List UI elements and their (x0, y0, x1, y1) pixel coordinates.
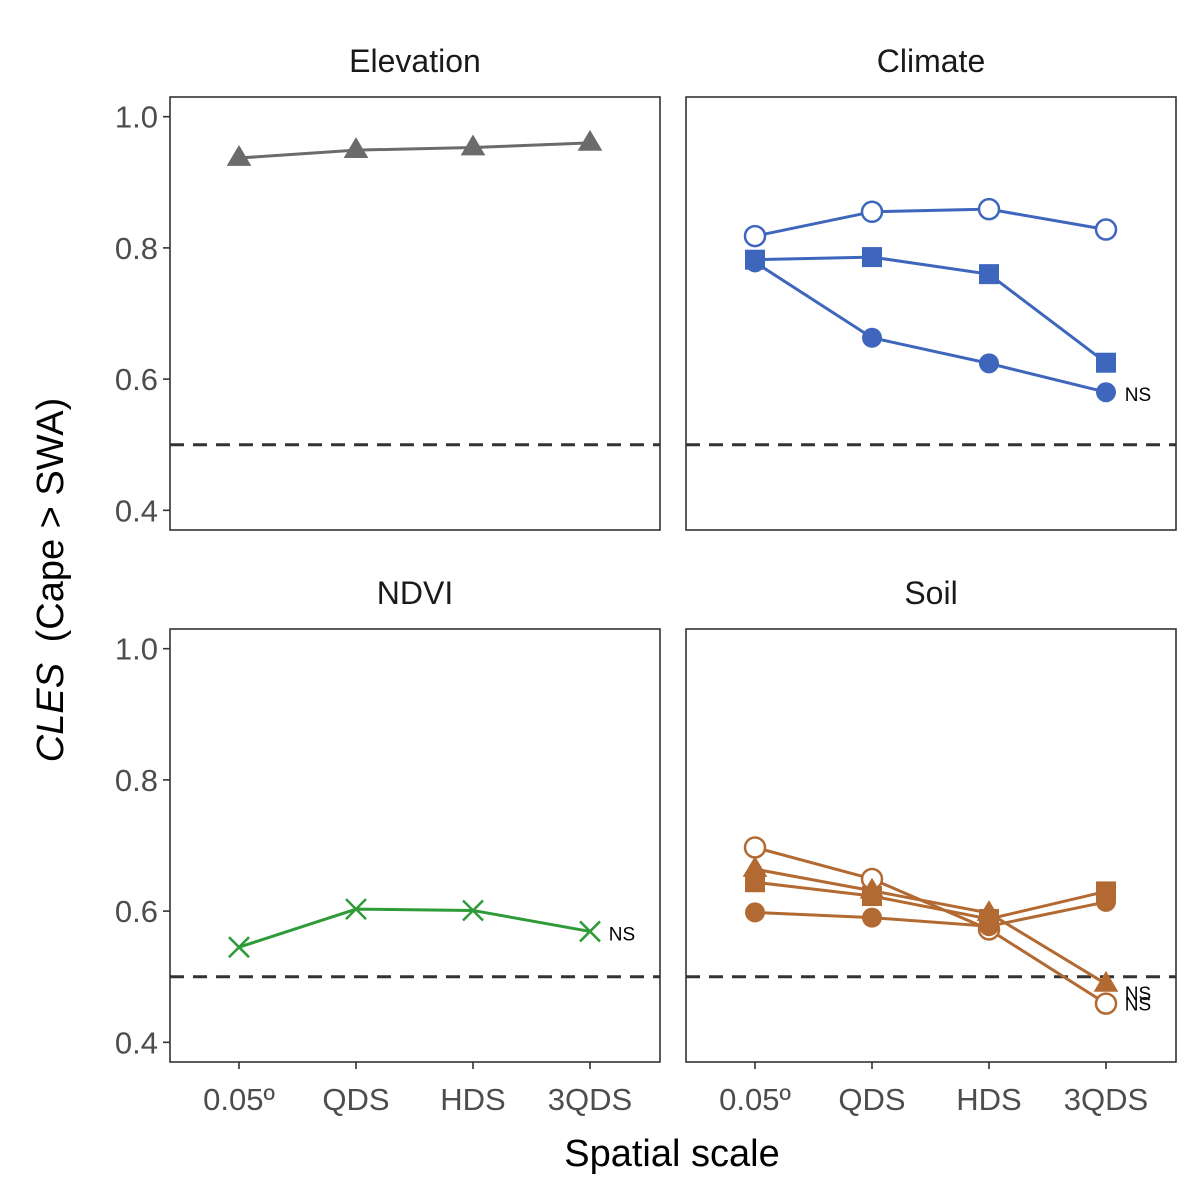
series-line-open-circle (754, 846, 1107, 1005)
triangle-marker (226, 145, 252, 166)
triangle-marker (343, 137, 369, 158)
y-tick-label: 1.0 (115, 632, 158, 667)
x-tick-label: 0.05º (203, 1082, 275, 1117)
circle-marker (745, 252, 765, 273)
y-tick-label: 0.6 (115, 362, 158, 397)
panel-border (169, 628, 661, 1063)
facet-title: Climate (877, 43, 985, 79)
y-tick-label: 0.4 (115, 493, 158, 528)
ns-annotation: NS (1125, 385, 1151, 406)
facet-panel-climate: Climate NS (685, 43, 1177, 531)
series-line-square (754, 255, 1107, 364)
circle-marker (745, 902, 765, 923)
square-marker (745, 872, 765, 893)
series-line-circle (754, 261, 1107, 394)
circle-marker (979, 353, 999, 374)
facet-panels: Elevation 0.4 0.6 0.8 1.0 Climate NS NDVI NS 0.4 0… (115, 43, 1177, 1117)
facet-panel-elevation: Elevation 0.4 0.6 0.8 1.0 (115, 43, 661, 531)
open-circle-marker (977, 197, 1001, 221)
x-tick-label: QDS (322, 1082, 389, 1117)
x-axis-title: Spatial scale (564, 1133, 779, 1175)
open-circle-marker (743, 224, 767, 248)
x-marker (345, 898, 367, 921)
open-circle-marker (743, 836, 767, 859)
series-line-open-circle (754, 207, 1107, 238)
ns-annotation: NS (609, 924, 635, 945)
square-marker (1096, 352, 1116, 373)
circle-marker (1096, 891, 1116, 912)
x-tick-label: HDS (440, 1082, 505, 1117)
x-marker-stroke (345, 898, 367, 921)
x-tick-label: HDS (956, 1082, 1021, 1117)
series-line-x (238, 907, 591, 949)
y-tick-label: 0.8 (115, 231, 158, 266)
x-marker (462, 899, 484, 922)
y-tick-label: 0.8 (115, 763, 158, 798)
triangle-marker (577, 129, 603, 151)
y-tick-label: 0.4 (115, 1025, 158, 1060)
facet-panel-ndvi: NDVI NS 0.4 0.6 0.8 1.0 0.05º QDS HDS 3QDS (115, 575, 661, 1117)
series-line-triangle (754, 867, 1107, 986)
square-marker (862, 247, 882, 268)
series-line-triangle (238, 141, 591, 160)
facet-title: Elevation (349, 43, 481, 79)
series-line-circle (754, 900, 1107, 928)
panel-border (169, 96, 661, 531)
square-marker (862, 886, 882, 907)
triangle-marker (460, 134, 486, 156)
y-axis-title-italic: CLES (30, 663, 72, 762)
square-marker (979, 264, 999, 285)
panel-border (685, 96, 1177, 531)
triangle-marker (1093, 970, 1119, 992)
facet-title: NDVI (377, 575, 453, 611)
y-tick-label: 1.0 (115, 100, 158, 135)
x-tick-label: QDS (838, 1082, 905, 1117)
circle-marker (862, 327, 882, 348)
x-tick-label: 3QDS (548, 1082, 632, 1117)
x-marker-stroke (228, 936, 250, 959)
x-marker-stroke (579, 920, 601, 943)
circle-marker (1096, 382, 1116, 403)
x-tick-label: 0.05º (719, 1082, 791, 1117)
open-circle-marker (1094, 992, 1118, 1015)
open-circle-marker (860, 200, 884, 224)
y-tick-label: 0.6 (115, 894, 158, 929)
circle-marker (862, 907, 882, 928)
ns-annotation: NS (1125, 995, 1151, 1016)
panel-border (685, 628, 1177, 1063)
ns-annotation: NS (1125, 984, 1151, 1005)
y-axis-title-rest: (Cape > SWA) (30, 398, 72, 643)
series-line-square (754, 880, 1107, 921)
circle-marker (979, 916, 999, 937)
x-marker-stroke (462, 899, 484, 922)
open-circle-marker (1094, 218, 1118, 241)
x-marker (228, 936, 250, 959)
triangle-marker (742, 856, 768, 877)
x-marker (579, 920, 601, 943)
y-axis-title: CLES (Cape > SWA) (30, 398, 72, 762)
x-tick-label: 3QDS (1064, 1082, 1148, 1117)
facet-title: Soil (904, 575, 957, 611)
